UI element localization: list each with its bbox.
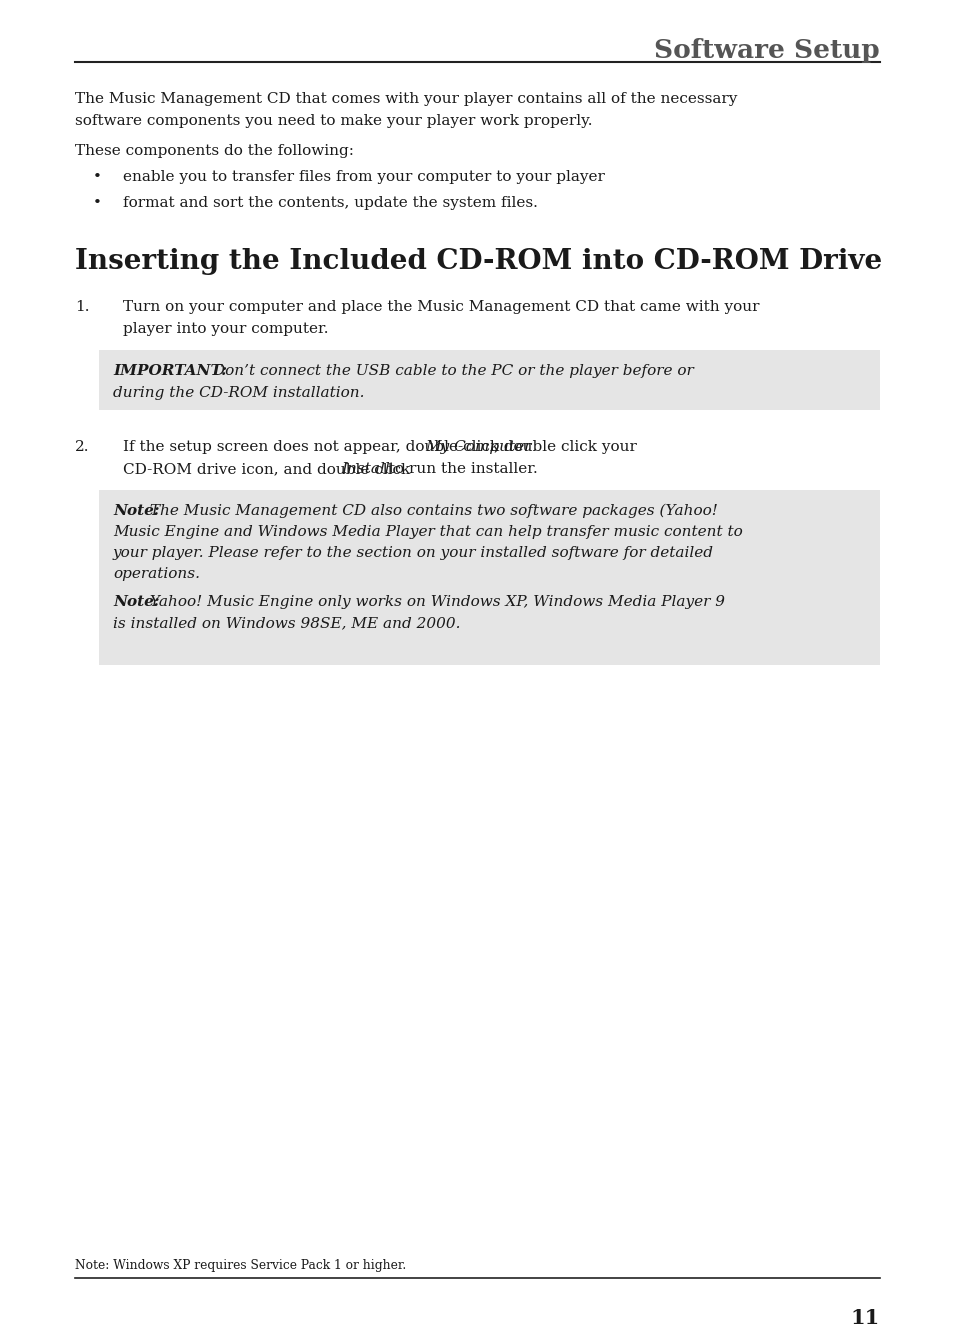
Text: player into your computer.: player into your computer. — [123, 322, 328, 336]
Text: is installed on Windows 98SE, ME and 2000.: is installed on Windows 98SE, ME and 200… — [112, 616, 460, 630]
Text: The Music Management CD also contains two software packages (Yahoo!: The Music Management CD also contains tw… — [146, 504, 718, 519]
Text: 2.: 2. — [75, 440, 90, 454]
Text: enable you to transfer files from your computer to your player: enable you to transfer files from your c… — [123, 170, 604, 184]
Text: The Music Management CD that comes with your player contains all of the necessar: The Music Management CD that comes with … — [75, 92, 737, 106]
Text: format and sort the contents, update the system files.: format and sort the contents, update the… — [123, 196, 537, 210]
Text: operations.: operations. — [112, 567, 200, 582]
Text: CD-ROM drive icon, and double click: CD-ROM drive icon, and double click — [123, 462, 415, 476]
Text: software components you need to make your player work properly.: software components you need to make you… — [75, 114, 592, 129]
Text: •: • — [92, 196, 102, 210]
FancyBboxPatch shape — [99, 490, 879, 665]
Text: My Computer: My Computer — [425, 440, 532, 454]
Text: 11: 11 — [850, 1308, 879, 1328]
Text: Yahoo! Music Engine only works on Windows XP, Windows Media Player 9: Yahoo! Music Engine only works on Window… — [146, 595, 724, 608]
Text: IMPORTANT:: IMPORTANT: — [112, 364, 227, 378]
Text: Note:: Note: — [112, 595, 159, 608]
Text: 1.: 1. — [75, 300, 90, 314]
Text: Note:: Note: — [112, 504, 159, 519]
Text: Install: Install — [340, 462, 389, 476]
Text: •: • — [92, 170, 102, 184]
Text: Turn on your computer and place the Music Management CD that came with your: Turn on your computer and place the Musi… — [123, 300, 759, 314]
Text: Software Setup: Software Setup — [654, 38, 879, 63]
Text: These components do the following:: These components do the following: — [75, 143, 354, 158]
Text: your player. Please refer to the section on your installed software for detailed: your player. Please refer to the section… — [112, 545, 713, 560]
Text: during the CD-ROM installation.: during the CD-ROM installation. — [112, 386, 364, 401]
Text: , double click your: , double click your — [494, 440, 636, 454]
Text: Note: Windows XP requires Service Pack 1 or higher.: Note: Windows XP requires Service Pack 1… — [75, 1260, 406, 1272]
FancyBboxPatch shape — [99, 350, 879, 410]
Text: Inserting the Included CD-ROM into CD-ROM Drive: Inserting the Included CD-ROM into CD-RO… — [75, 248, 882, 275]
Text: Don’t connect the USB cable to the PC or the player before or: Don’t connect the USB cable to the PC or… — [208, 364, 693, 378]
Text: to run the installer.: to run the installer. — [384, 462, 537, 476]
Text: Music Engine and Windows Media Player that can help transfer music content to: Music Engine and Windows Media Player th… — [112, 525, 742, 539]
Text: If the setup screen does not appear, double-click: If the setup screen does not appear, dou… — [123, 440, 503, 454]
